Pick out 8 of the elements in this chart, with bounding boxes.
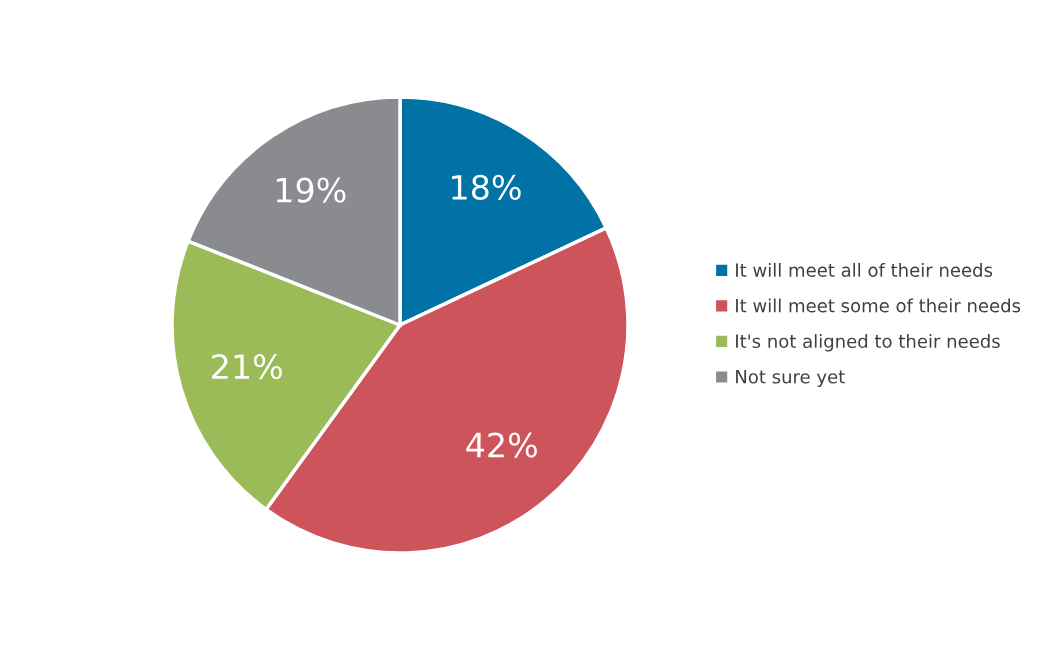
legend-label: It will meet all of their needs: [736, 262, 993, 277]
legend-label: It will meet some of their needs: [736, 298, 1021, 313]
data-label: 21%: [212, 353, 282, 380]
data-label: 42%: [466, 432, 537, 458]
data-label: 18%: [452, 174, 521, 200]
data-label: 19%: [276, 177, 346, 203]
legend-label: Not sure yet: [736, 370, 845, 388]
legend-label: It's not aligned to their needs: [736, 334, 1000, 352]
